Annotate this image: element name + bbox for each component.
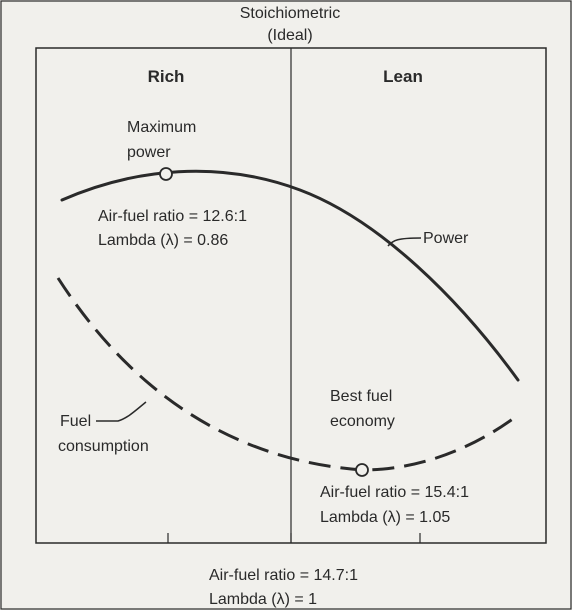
ideal-label: (Ideal)	[267, 27, 312, 44]
consumption-label: consumption	[58, 438, 149, 455]
fuel-leader-line	[96, 401, 147, 422]
fuel-label: Fuel	[60, 413, 91, 430]
maximum-power-afr: Air-fuel ratio = 12.6:1	[98, 208, 247, 225]
maximum-power-marker	[159, 167, 173, 181]
power-leader-line	[387, 237, 422, 247]
best-economy-marker	[355, 463, 369, 477]
maximum-power-lambda: Lambda (λ) = 0.86	[98, 232, 228, 249]
maximum-power-title: Maximum	[127, 119, 196, 136]
fuel-consumption-curve	[56, 277, 519, 472]
rich-label: Rich	[148, 67, 185, 86]
best-economy-afr: Air-fuel ratio = 15.4:1	[320, 484, 469, 501]
maximum-power-title-2: power	[127, 144, 171, 161]
power-label: Power	[423, 230, 469, 247]
best-economy-lambda: Lambda (λ) = 1.05	[320, 509, 450, 526]
stoichiometric-afr: Air-fuel ratio = 14.7:1	[209, 567, 358, 584]
best-economy-title: Best fuel	[330, 388, 392, 405]
stoichiometric-label: Stoichiometric	[240, 5, 340, 22]
power-curve	[60, 169, 520, 382]
stoichiometric-lambda: Lambda (λ) = 1	[209, 591, 317, 608]
lean-label: Lean	[383, 67, 423, 86]
best-economy-title-2: economy	[330, 413, 395, 430]
